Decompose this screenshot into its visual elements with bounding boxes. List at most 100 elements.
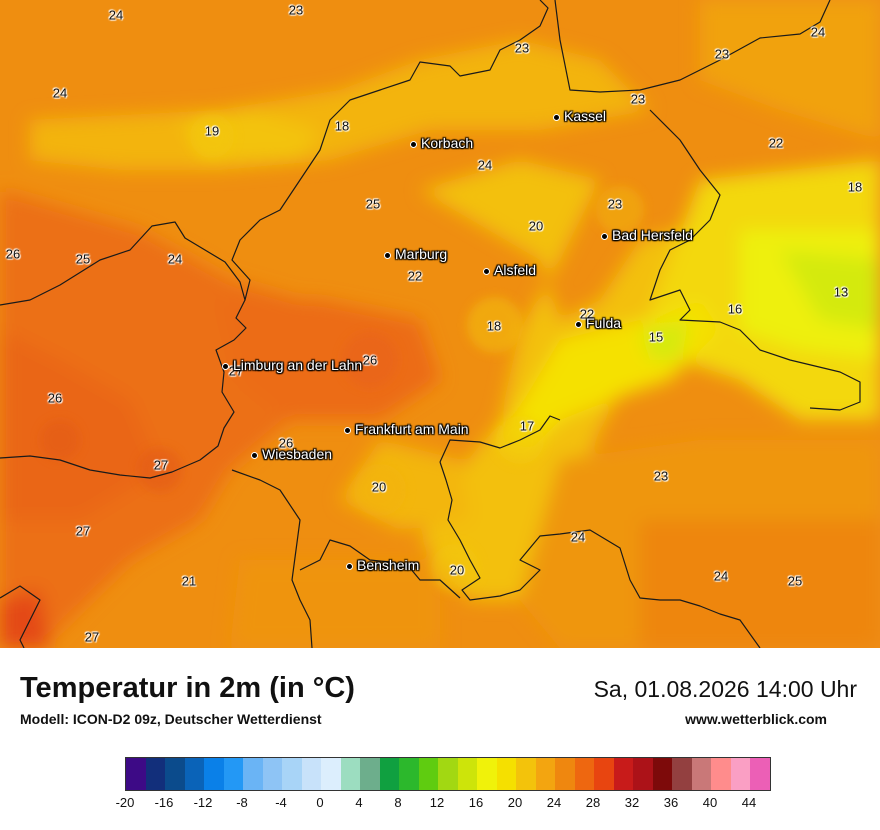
temperature-value: 23: [714, 46, 730, 62]
city-dot-icon: [601, 233, 608, 240]
temperature-value: 13: [833, 284, 849, 300]
city-name: Limburg an der Lahn: [233, 357, 363, 373]
temperature-value: 24: [477, 157, 493, 173]
color-scale-tick: 4: [355, 795, 363, 810]
color-scale-swatch: [594, 758, 614, 790]
temperature-value: 26: [362, 352, 378, 368]
color-scale-ticks: -20 -16 -12 -8 -4 0 4 8 12 16 20 24 28 32 36 40 44: [0, 795, 880, 813]
color-scale-swatch: [165, 758, 185, 790]
temperature-value: 24: [713, 568, 729, 584]
color-scale-tick: 20: [507, 795, 523, 810]
temperature-value: 25: [365, 196, 381, 212]
color-scale-tick: -20: [115, 795, 135, 810]
temperature-value: 18: [486, 318, 502, 334]
city-dot-icon: [251, 452, 258, 459]
city-dot-icon: [575, 321, 582, 328]
color-scale-tick: -16: [154, 795, 174, 810]
footer: Temperatur in 2m (in °C) Modell: ICON-D2…: [0, 648, 880, 830]
temperature-value: 18: [847, 179, 863, 195]
city-name: Korbach: [421, 135, 474, 151]
color-scale-tick: -12: [193, 795, 213, 810]
city-name: Alsfeld: [494, 262, 537, 278]
color-scale-swatch: [204, 758, 224, 790]
color-scale-tick: 36: [663, 795, 679, 810]
color-scale-swatch: [516, 758, 536, 790]
color-scale-tick: 32: [624, 795, 640, 810]
map-title: Temperatur in 2m (in °C): [20, 672, 355, 704]
temperature-value: 22: [407, 268, 423, 284]
temperature-value: 18: [334, 118, 350, 134]
city-dot-icon: [344, 427, 351, 434]
color-scale-swatch: [418, 758, 438, 790]
color-scale-swatch: [399, 758, 419, 790]
color-scale: [125, 757, 771, 791]
temperature-map: 24 23 23 23 24 23 24 19 18 24 22 18 25 23 20 26 25 24 22 13…: [0, 0, 880, 649]
temperature-value: 24: [108, 7, 124, 23]
temperature-value: 24: [570, 529, 586, 545]
temperature-value: 23: [653, 468, 669, 484]
color-scale-swatch: [711, 758, 731, 790]
color-scale-swatch: [340, 758, 360, 790]
city-name: Fulda: [586, 315, 622, 331]
temperature-value: 23: [607, 196, 623, 212]
color-scale-swatch: [672, 758, 692, 790]
city-name: Marburg: [395, 246, 448, 262]
temperature-value: 27: [75, 523, 91, 539]
color-scale-swatch: [282, 758, 302, 790]
temperature-value: 20: [528, 218, 544, 234]
temperature-value: 23: [630, 91, 646, 107]
temperature-value: 21: [181, 573, 197, 589]
model-subtitle: Modell: ICON-D2 09z, Deutscher Wetterdie…: [20, 711, 322, 727]
color-scale-tick: -8: [236, 795, 248, 810]
color-scale-tick: 8: [394, 795, 402, 810]
city-name: Wiesbaden: [262, 446, 333, 462]
color-scale-tick: 40: [702, 795, 718, 810]
city-name: Bad Hersfeld: [612, 227, 693, 243]
temperature-value: 25: [75, 251, 91, 267]
color-scale-swatch: [457, 758, 477, 790]
temperature-value: 26: [47, 390, 63, 406]
color-scale-tick: 0: [316, 795, 324, 810]
color-scale-swatch: [262, 758, 282, 790]
city-dot-icon: [553, 114, 560, 121]
color-scale-tick: -4: [275, 795, 287, 810]
city-dot-icon: [222, 363, 229, 370]
temperature-value: 23: [288, 2, 304, 18]
color-scale-swatch: [184, 758, 204, 790]
color-scale-swatch: [321, 758, 341, 790]
city-name: Frankfurt am Main: [355, 421, 469, 437]
color-scale-swatch: [145, 758, 165, 790]
temperature-value: 25: [787, 573, 803, 589]
color-scale-tick: 28: [585, 795, 601, 810]
temperature-value: 20: [371, 479, 387, 495]
color-scale-swatch: [243, 758, 263, 790]
color-scale-swatch: [477, 758, 497, 790]
color-scale-swatch: [496, 758, 516, 790]
color-scale-swatch: [379, 758, 399, 790]
temperature-value: 16: [727, 301, 743, 317]
temperature-value: 24: [810, 24, 826, 40]
color-scale-swatch: [613, 758, 633, 790]
city-dot-icon: [384, 252, 391, 259]
color-scale-swatch: [223, 758, 243, 790]
color-scale-swatch: [360, 758, 380, 790]
city-dot-icon: [483, 268, 490, 275]
city-dot-icon: [346, 563, 353, 570]
temperature-value: 19: [204, 123, 220, 139]
color-scale-tick: 44: [741, 795, 757, 810]
valid-datetime: Sa, 01.08.2026 14:00 Uhr: [593, 676, 857, 702]
temperature-value: 22: [579, 306, 595, 322]
website-link[interactable]: www.wetterblick.com: [685, 711, 827, 727]
color-scale-swatch: [652, 758, 672, 790]
temperature-value: 26: [5, 246, 21, 262]
color-scale-tick: 12: [429, 795, 445, 810]
color-scale-swatch: [301, 758, 321, 790]
color-scale-tick: 24: [546, 795, 562, 810]
color-scale-swatch: [126, 758, 146, 790]
temperature-value: 27: [228, 363, 244, 379]
temperature-value: 27: [84, 629, 100, 645]
city-name: Bensheim: [357, 557, 420, 573]
temperature-value: 24: [52, 85, 68, 101]
color-scale-swatch: [750, 758, 770, 790]
city-name: Kassel: [564, 108, 607, 124]
